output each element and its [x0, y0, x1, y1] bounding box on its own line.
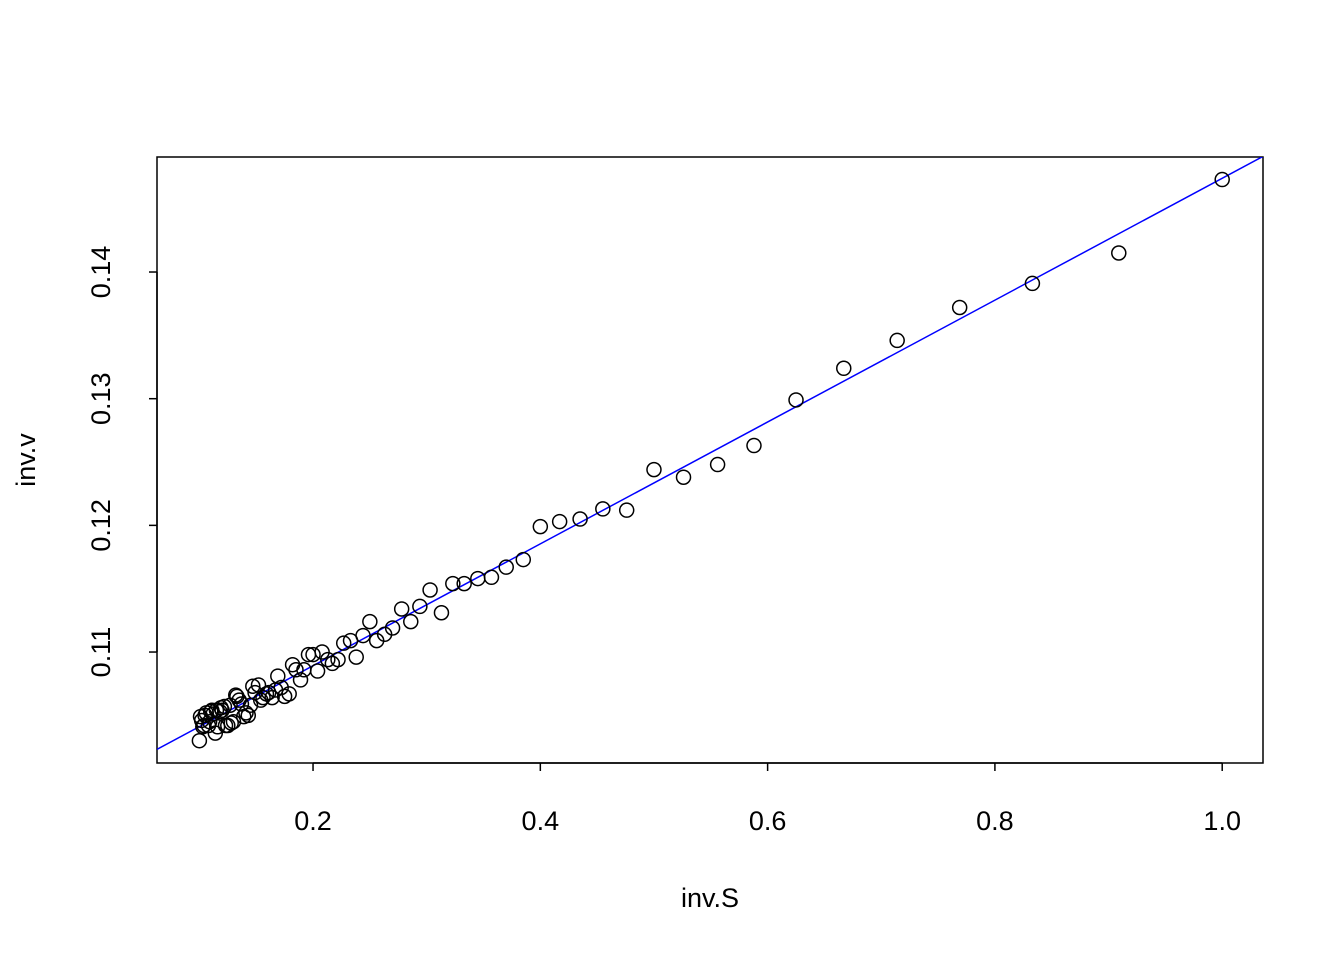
- point: [393, 601, 410, 617]
- point: [498, 559, 514, 575]
- point: [342, 632, 359, 649]
- point: [746, 437, 762, 454]
- point: [483, 569, 500, 586]
- point: [709, 456, 726, 473]
- point: [788, 392, 804, 408]
- point: [231, 692, 247, 708]
- point: [335, 635, 352, 651]
- point: [233, 696, 250, 712]
- fit-group: [157, 157, 1263, 751]
- point: [284, 656, 301, 673]
- point: [191, 732, 208, 749]
- y-axis-label: inv.v: [11, 433, 41, 487]
- point: [433, 605, 450, 621]
- point: [445, 575, 461, 592]
- point: [572, 511, 588, 527]
- point: [238, 705, 254, 721]
- point: [245, 678, 261, 694]
- y-tick-label: 0.11: [86, 627, 116, 678]
- point: [300, 646, 317, 663]
- point: [412, 598, 428, 615]
- point: [403, 613, 419, 630]
- point: [292, 672, 309, 688]
- x-tick-label: 0.6: [749, 806, 787, 836]
- point: [515, 551, 532, 568]
- point: [951, 299, 968, 316]
- point: [305, 646, 321, 663]
- point: [470, 570, 486, 587]
- point: [836, 360, 852, 377]
- point: [618, 502, 635, 518]
- point: [675, 469, 692, 485]
- plot-box: [156, 156, 1264, 764]
- y-tick-label: 0.12: [86, 499, 116, 552]
- point: [1111, 245, 1127, 261]
- point: [309, 663, 326, 679]
- point: [368, 632, 385, 649]
- point: [1214, 171, 1230, 188]
- x-tick-label: 0.4: [522, 806, 560, 836]
- y-tick-label: 0.13: [86, 372, 116, 425]
- point: [595, 501, 611, 517]
- point: [889, 332, 905, 349]
- x-axis-label: inv.S: [681, 883, 739, 913]
- x-tick-label: 0.8: [976, 806, 1014, 836]
- point: [192, 708, 209, 725]
- point: [532, 518, 549, 535]
- point: [1024, 275, 1041, 292]
- point: [250, 677, 267, 693]
- point: [217, 717, 234, 734]
- point: [551, 513, 568, 530]
- point: [362, 613, 378, 630]
- point: [646, 461, 662, 478]
- fit-line: [157, 157, 1263, 751]
- x-tick-label: 0.2: [294, 806, 332, 836]
- point: [235, 708, 252, 725]
- point: [267, 682, 284, 698]
- point: [324, 655, 341, 672]
- point: [422, 582, 438, 598]
- point: [288, 662, 304, 678]
- point: [456, 575, 472, 592]
- x-tick-label: 1.0: [1203, 806, 1241, 836]
- point: [348, 649, 364, 665]
- y-tick-label: 0.14: [86, 246, 116, 299]
